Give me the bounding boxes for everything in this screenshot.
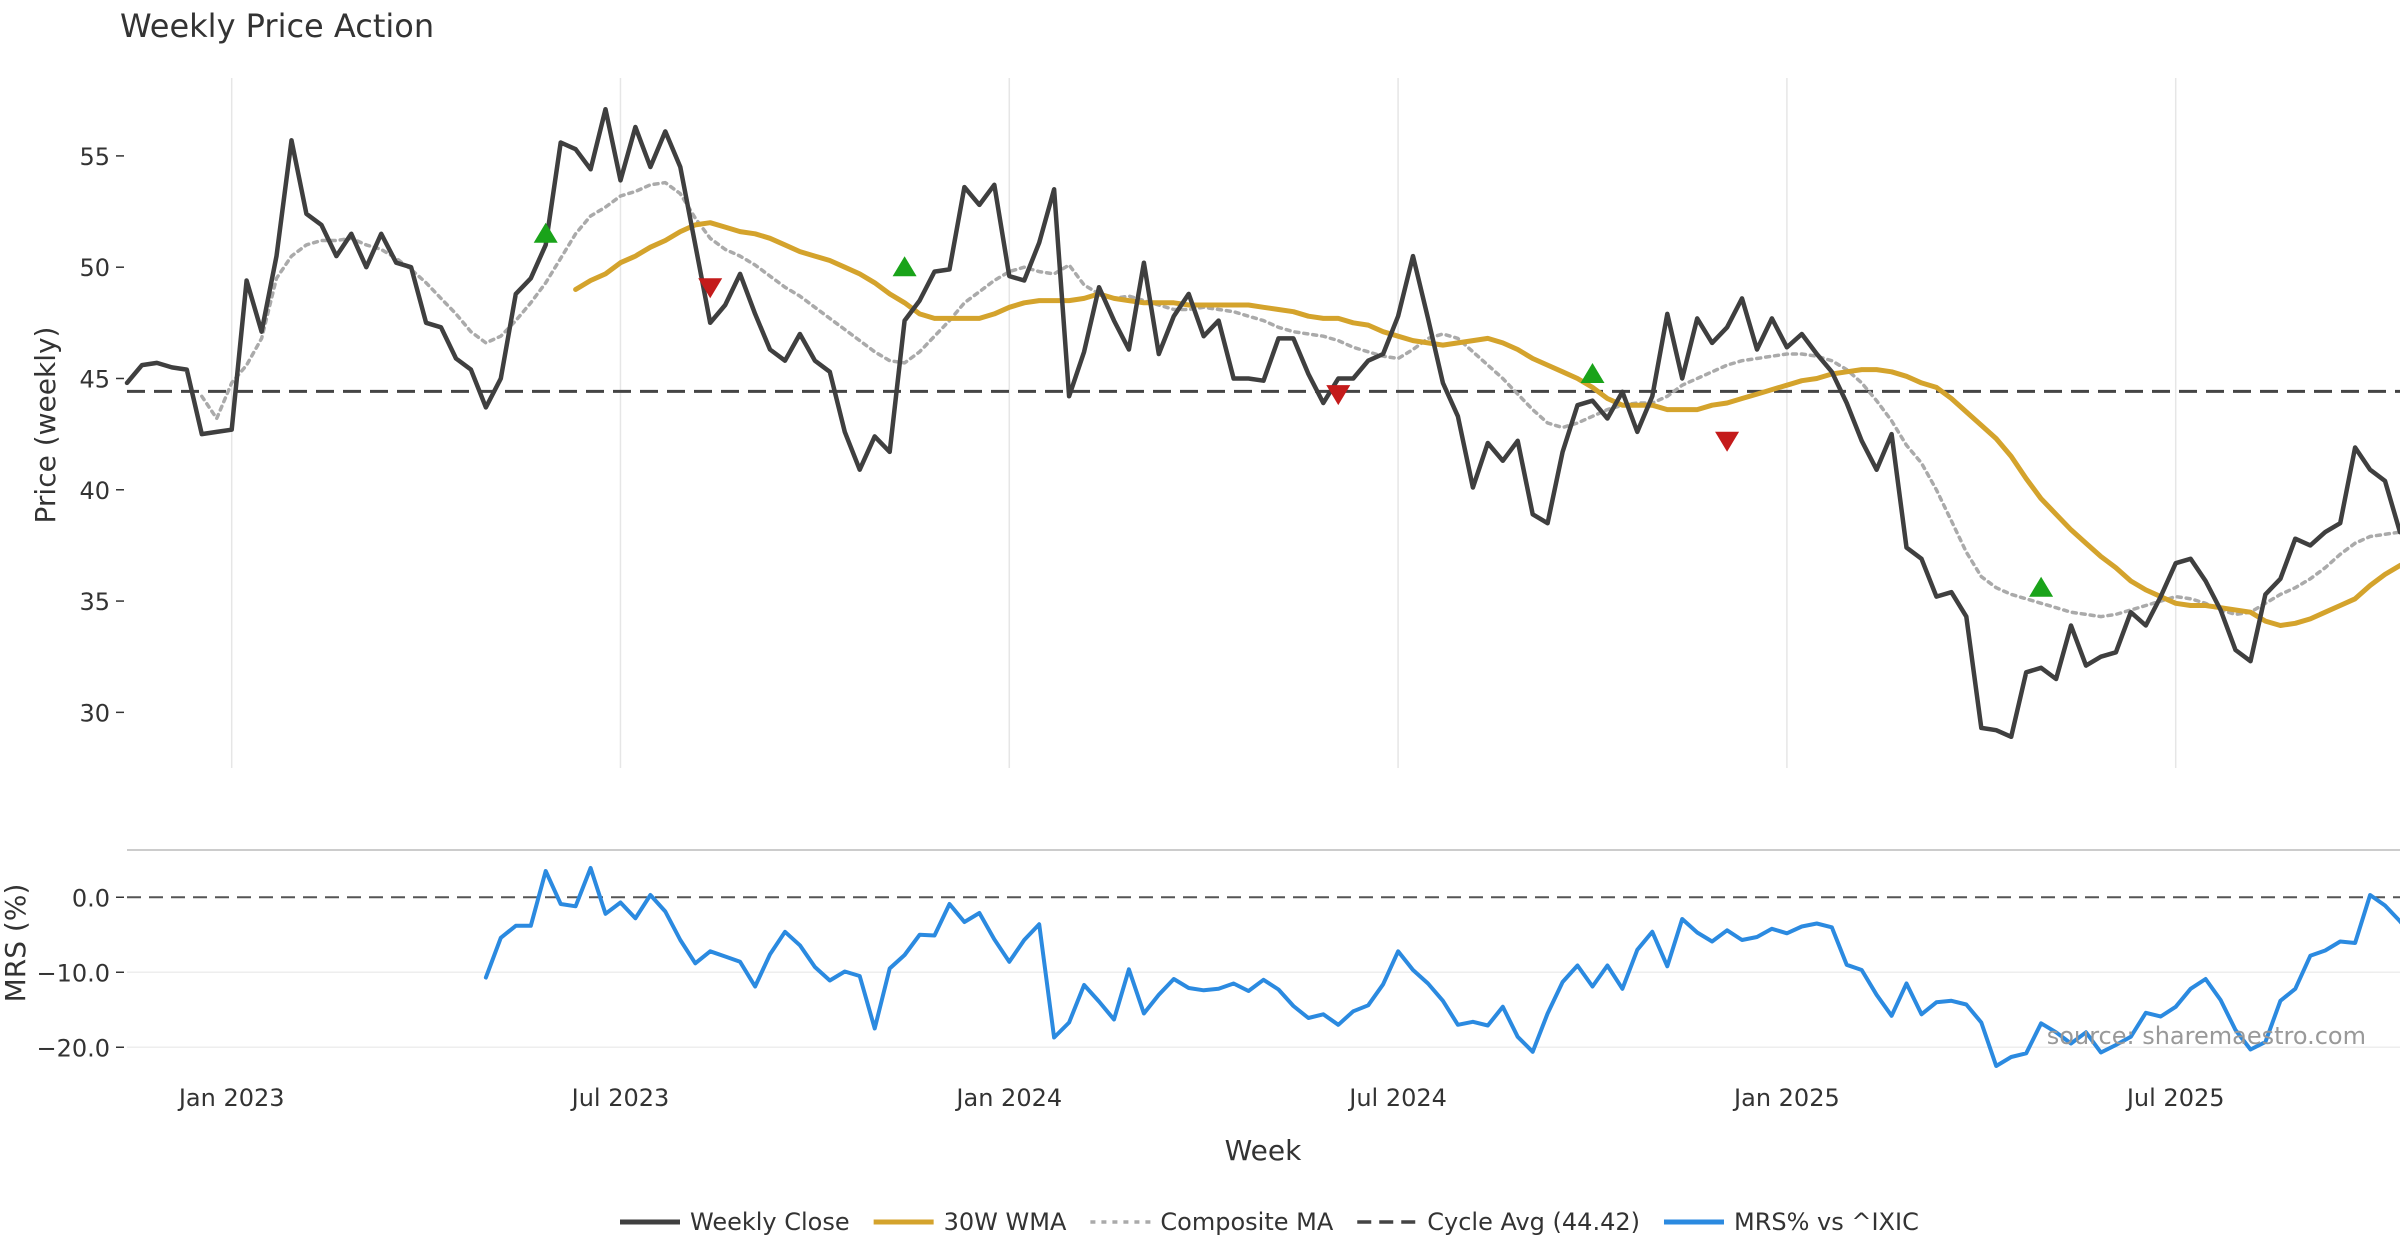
price-y-tick-label: 35 xyxy=(79,588,110,616)
x-tick-label: Jan 2025 xyxy=(1732,1084,1840,1112)
buy-signal-marker xyxy=(2029,576,2054,597)
price-panel: 30 35 40 45 50 55 Price (weekly) xyxy=(29,78,2400,768)
legend-label: Cycle Avg (44.42) xyxy=(1427,1208,1640,1236)
x-tick-label: Jan 2023 xyxy=(177,1084,285,1112)
legend-label: 30W WMA xyxy=(944,1208,1067,1236)
mrs-y-tick-label: 0.0 xyxy=(72,884,110,912)
composite-ma-line xyxy=(200,180,2400,619)
x-axis-label: Week xyxy=(1225,1134,1302,1167)
legend-item: MRS% vs ^IXIC xyxy=(1663,1208,1919,1236)
x-tick-label: Jul 2025 xyxy=(2125,1084,2225,1112)
legend-item: 30W WMA xyxy=(873,1208,1067,1236)
sell-signal-marker xyxy=(1326,385,1351,406)
x-tick-label: Jul 2023 xyxy=(570,1084,670,1112)
sell-signal-marker xyxy=(1715,431,1740,452)
price-y-tick-label: 50 xyxy=(79,254,110,282)
price-y-tick-label: 40 xyxy=(79,477,110,505)
legend-label: MRS% vs ^IXIC xyxy=(1734,1208,1919,1236)
price-y-axis-label: Price (weekly) xyxy=(29,327,62,524)
legend-item: Weekly Close xyxy=(620,1208,850,1236)
mrs-panel: 0.0 −10.0 −20.0 MRS (%) source: sharemaest… xyxy=(0,866,2400,1068)
weekly-close-line xyxy=(124,106,2400,740)
legend-item: Composite MA xyxy=(1090,1208,1334,1236)
mrs-y-tick-label: −20.0 xyxy=(36,1034,110,1062)
mrs-series xyxy=(483,866,2400,1068)
x-tick-label: Jul 2024 xyxy=(1347,1084,1447,1112)
x-axis: Jan 2023 Jul 2023 Jan 2024 Jul 2024 Jan 2025… xyxy=(177,1084,2225,1112)
price-y-tick-label: 55 xyxy=(79,143,110,171)
legend-label: Weekly Close xyxy=(690,1208,850,1236)
x-tick-label: Jan 2024 xyxy=(954,1084,1062,1112)
sell-signal-marker xyxy=(698,278,723,299)
wma-line xyxy=(573,220,2400,628)
buy-signal-marker xyxy=(1580,363,1605,384)
price-y-tick-label: 45 xyxy=(79,365,110,393)
price-y-axis: 30 35 40 45 50 55 xyxy=(79,143,124,727)
mrs-y-axis-label: MRS (%) xyxy=(0,884,32,1003)
legend: Weekly Close 30W WMA Composite MA Cycle Avg… xyxy=(620,1208,1919,1236)
price-series xyxy=(124,106,2400,740)
mrs-y-tick-label: −10.0 xyxy=(36,959,110,987)
price-y-tick-label: 30 xyxy=(79,699,110,727)
buy-signal-marker xyxy=(533,222,558,243)
mrs-gridlines xyxy=(127,896,2400,1048)
mrs-line xyxy=(483,866,2400,1068)
source-note: source: sharemaestro.com xyxy=(2047,1022,2366,1050)
signal-markers xyxy=(533,222,2054,597)
mrs-y-axis: 0.0 −10.0 −20.0 xyxy=(36,884,124,1062)
price-gridlines xyxy=(230,78,2177,768)
legend-item: Cycle Avg (44.42) xyxy=(1357,1208,1640,1236)
buy-signal-marker xyxy=(892,256,917,277)
legend-label: Composite MA xyxy=(1160,1208,1333,1236)
chart-title: Weekly Price Action xyxy=(120,7,434,45)
